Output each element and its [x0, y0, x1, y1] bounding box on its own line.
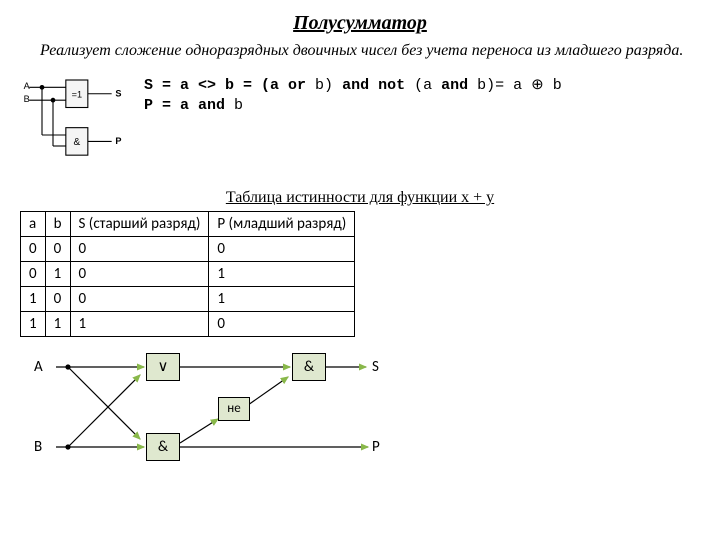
table-header-row: a b S (старший разряд) P (младший разряд…: [21, 212, 355, 237]
logic-diagram: A B ∨ & не & S P: [20, 347, 400, 467]
page-title: Полусумматор: [20, 12, 700, 35]
col-s: S (старший разряд): [70, 212, 209, 237]
formula-block: S = a <> b = (a or b) and not (a and b)=…: [144, 69, 562, 117]
truth-table: a b S (старший разряд) P (младший разряд…: [20, 211, 355, 337]
formula-row: =1 & A B S P S = a <> b = (a or b) and n…: [20, 69, 700, 179]
svg-text:&: &: [73, 137, 80, 148]
label-s: S: [372, 358, 379, 376]
and-gate-top: &: [292, 353, 326, 381]
table-row: 0101: [21, 262, 355, 287]
label-a: A: [34, 358, 43, 376]
not-gate: не: [218, 397, 250, 421]
label-p: P: [372, 438, 380, 456]
col-p: P (младший разряд): [209, 212, 355, 237]
diagram-wires: [20, 347, 400, 467]
formula-s: S = a <> b = (a or b) and not (a and b)=…: [144, 75, 562, 96]
svg-text:P: P: [115, 136, 121, 146]
svg-text:S: S: [115, 89, 121, 99]
table-caption: Таблица истинности для функции x + y: [20, 189, 700, 207]
svg-text:=1: =1: [72, 89, 82, 99]
or-gate: ∨: [146, 353, 180, 381]
svg-text:B: B: [24, 94, 30, 104]
table-row: 0000: [21, 237, 355, 262]
intro-text: Реализует сложение одноразрядных двоичны…: [20, 41, 700, 61]
svg-text:A: A: [24, 81, 31, 91]
col-a: a: [21, 212, 46, 237]
table-row: 1001: [21, 287, 355, 312]
table-row: 1110: [21, 312, 355, 337]
formula-p: P = a and b: [144, 96, 562, 116]
and-gate-bottom: &: [146, 433, 180, 461]
label-b: B: [34, 438, 42, 456]
col-b: b: [45, 212, 70, 237]
circuit-icon: =1 & A B S P: [20, 69, 130, 179]
